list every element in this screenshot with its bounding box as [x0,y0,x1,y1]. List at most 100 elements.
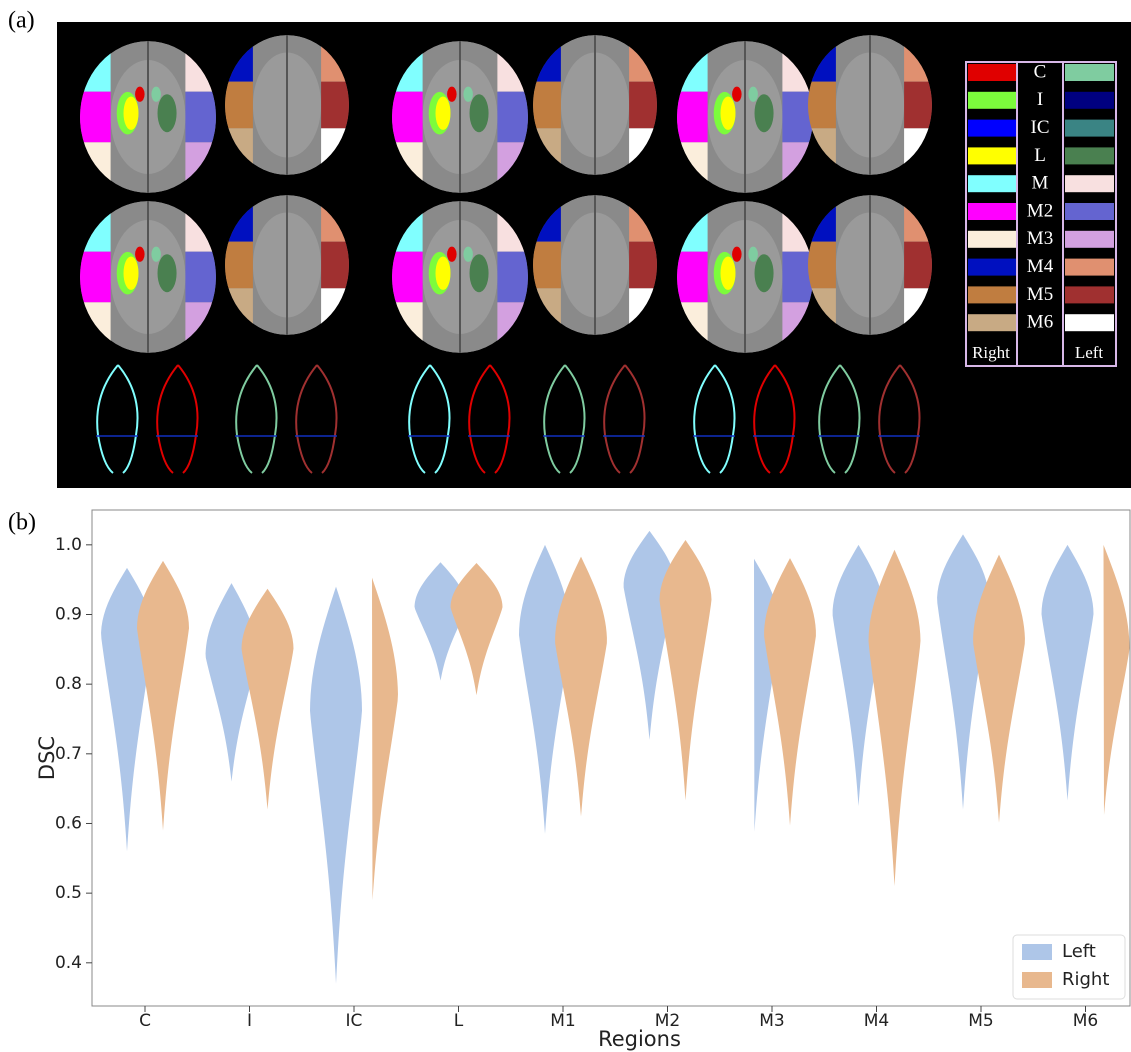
x-tick-label: I [247,1011,252,1031]
region [533,82,561,129]
legend-label: M [1032,173,1049,194]
region [135,87,145,102]
legend-swatch [968,92,1016,109]
region [124,96,139,129]
legend-swatch [1065,203,1114,220]
brain-slice [392,201,528,353]
brain-slice [808,195,932,335]
region [463,87,473,102]
brain-slice [533,195,657,335]
region [151,247,161,262]
region [392,92,423,143]
legend-label: Right [972,343,1010,362]
y-tick-label: 0.7 [55,744,82,764]
region [321,82,349,129]
legend-swatch [968,231,1016,248]
brain-slice [677,41,813,193]
legend-label: Left [1062,941,1096,962]
region [629,82,657,129]
region [80,252,111,303]
region [470,254,489,292]
region [185,92,216,143]
region [904,242,932,289]
region [748,247,758,262]
x-axis-label: Regions [598,1027,681,1051]
legend-label: Left [1075,343,1104,362]
legend-label: IC [1031,117,1050,138]
legend-swatch [1022,972,1052,988]
y-tick-label: 0.4 [55,953,82,973]
region [392,252,423,303]
legend-swatch [968,64,1016,81]
legend-label: L [1034,145,1046,166]
violin [764,558,816,826]
region [904,82,932,129]
violin [1042,545,1094,801]
legend-swatch [968,120,1016,137]
legend-label: I [1037,89,1043,110]
violin [1104,545,1130,815]
brain-slice [225,195,349,335]
region [732,87,742,102]
region [185,252,216,303]
legend-swatch [968,314,1016,331]
x-tick-label: M4 [864,1011,889,1031]
x-tick-label: M5 [968,1011,993,1031]
region [436,256,451,289]
region [755,94,774,132]
region [225,82,253,129]
y-tick-label: 1.0 [55,535,82,555]
region [497,252,528,303]
legend-swatch [1022,944,1052,960]
region [470,94,489,132]
legend-swatch [1065,314,1114,331]
legend-swatch [968,259,1016,276]
y-tick-label: 0.9 [55,604,82,624]
violin [660,540,712,801]
x-tick-label: C [139,1011,151,1031]
brain-slice [533,35,657,175]
y-tick-label: 0.6 [55,813,82,833]
region [151,87,161,102]
legend-swatch [1065,259,1114,276]
region [533,242,561,289]
brain-slice [80,41,216,193]
region [497,92,528,143]
region [721,96,736,129]
brain-slice [80,201,216,353]
violin-chart: 0.40.50.60.70.80.91.0CIICLM1M2M3M4M5M6Re… [35,510,1130,1051]
legend-label: M2 [1027,200,1053,221]
region [436,96,451,129]
region [629,242,657,289]
legend-label: M4 [1027,256,1054,277]
region [135,247,145,262]
y-tick-label: 0.8 [55,674,82,694]
panel-label: (a) [8,8,35,34]
legend-swatch [1065,147,1114,164]
violin [869,550,921,886]
figure: (a) CIICLMM2M3M4M5M6RightLeft (b) 0.40.5… [0,0,1131,1052]
region [80,92,111,143]
region [321,242,349,289]
legend-swatch [968,147,1016,164]
region [808,242,836,289]
violin [519,545,571,834]
region [447,247,457,262]
region [677,252,708,303]
panel-label: (b) [8,510,36,536]
legend-label: C [1034,61,1047,82]
legend-label: M3 [1027,228,1053,249]
y-tick-label: 0.5 [55,883,82,903]
violin [372,578,398,901]
legend-swatch [1065,64,1114,81]
legend-swatch [1065,120,1114,137]
legend-label: M6 [1027,312,1053,333]
region [748,87,758,102]
region [158,254,177,292]
legend-swatch [1065,231,1114,248]
violin [451,563,503,695]
region [677,92,708,143]
legend-swatch [1065,286,1114,303]
x-tick-label: M3 [759,1011,784,1031]
region [755,254,774,292]
